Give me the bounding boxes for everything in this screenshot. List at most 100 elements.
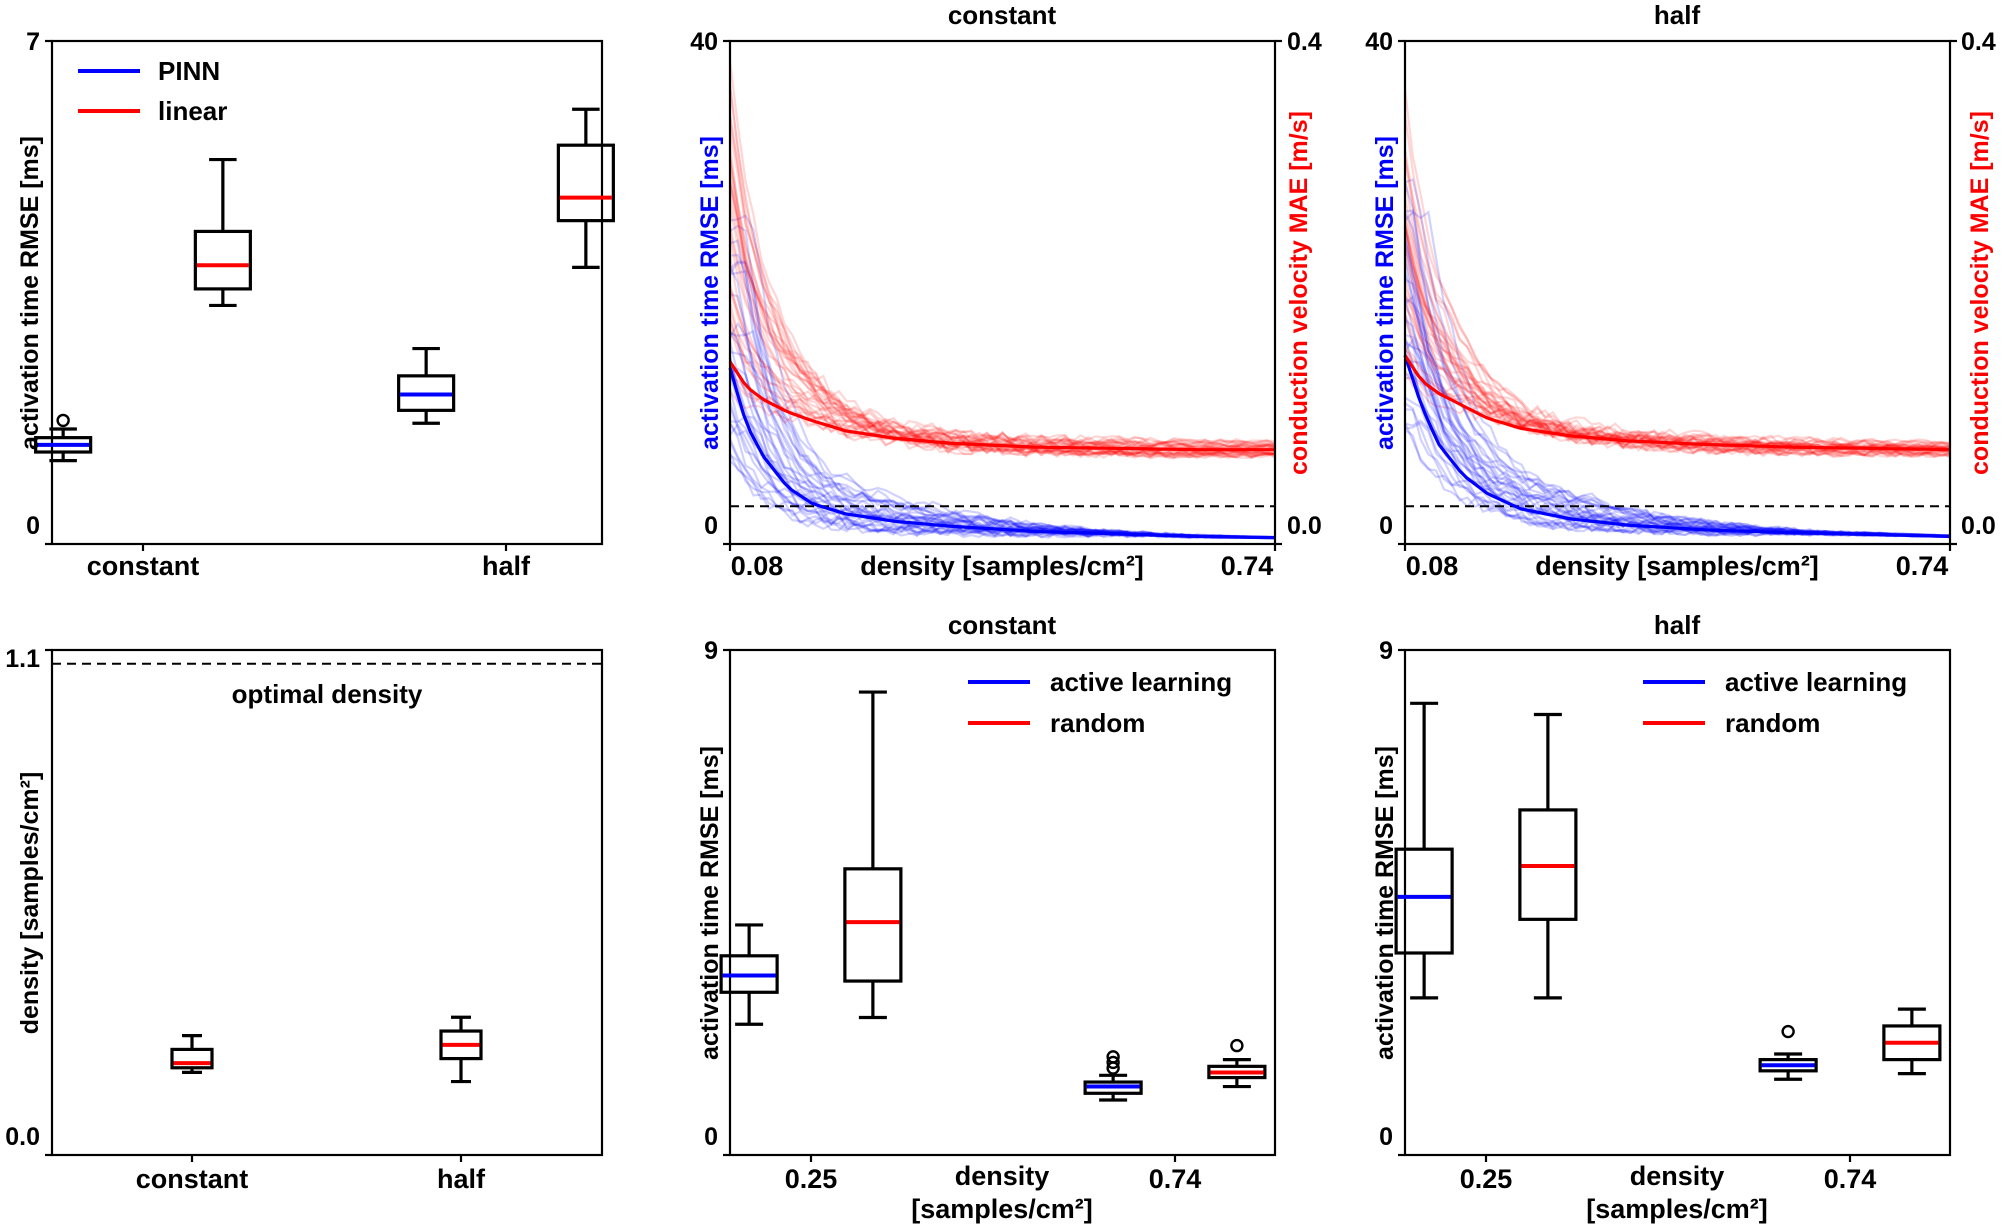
box-marks xyxy=(34,107,615,463)
run-line-activation-time xyxy=(1403,256,1951,537)
panel-top-right: half 40 0 0.4 0.0 0.08 0.74 density [sam… xyxy=(1365,0,1996,581)
legend-label-active-learning: active learning xyxy=(1725,667,1907,697)
run-line-conduction-velocity xyxy=(728,225,1276,458)
box-body xyxy=(1882,1024,1942,1062)
run-line-conduction-velocity xyxy=(1403,159,1951,447)
box-body xyxy=(397,374,456,412)
box-3 xyxy=(1207,1038,1267,1089)
panel-top-left: 7 0 constant half activation time RMSE [… xyxy=(16,28,615,581)
axes-frame xyxy=(728,39,1277,546)
y-tick-label: 1.1 xyxy=(5,645,40,673)
x-axis-label: density [samples/cm²] xyxy=(1586,1161,1768,1224)
y-tick-label: 0 xyxy=(26,512,40,540)
run-line-conduction-velocity xyxy=(1403,212,1951,458)
run-line-conduction-velocity xyxy=(728,60,1276,460)
box-body xyxy=(1758,1058,1818,1073)
run-line-conduction-velocity xyxy=(729,390,1276,449)
run-line-conduction-velocity xyxy=(1404,348,1951,448)
box-3 xyxy=(1882,1007,1942,1076)
box-0 xyxy=(170,1034,214,1074)
series-line-activation-time-mean xyxy=(1403,354,1951,539)
panel-bottom-middle: constant 9 0 0.25 0.74 density [samples/… xyxy=(696,610,1277,1224)
run-line-conduction-velocity xyxy=(728,310,1276,459)
run-line-conduction-velocity xyxy=(728,256,1276,460)
y-axis-label: density [samples/cm²] xyxy=(16,772,44,1035)
x-axis-label-line2: [samples/cm²] xyxy=(1586,1194,1768,1224)
x-tick-label: 0.74 xyxy=(1149,1164,1202,1194)
run-line-conduction-velocity xyxy=(728,238,1276,450)
legend-label-active-learning: active learning xyxy=(1050,667,1232,697)
y-tick-label: 9 xyxy=(1379,637,1393,665)
run-line-conduction-velocity xyxy=(728,161,1276,452)
box-0 xyxy=(719,923,779,1026)
box-marks xyxy=(1394,701,1942,1081)
box-2 xyxy=(1758,1024,1818,1081)
run-line-conduction-velocity xyxy=(729,364,1276,450)
x-tick-label: constant xyxy=(136,1164,249,1194)
series-line-conduction-velocity-mean xyxy=(1403,354,1951,452)
run-line-activation-time xyxy=(1404,209,1951,537)
x-tick-label: 0.25 xyxy=(1460,1164,1513,1194)
x-tick-label: 0.74 xyxy=(1896,551,1949,581)
y-tick-label-right: 0.4 xyxy=(1961,28,1996,56)
legend-label-pinn: PINN xyxy=(158,56,220,86)
run-line-conduction-velocity xyxy=(728,155,1276,452)
panel-title: constant xyxy=(948,0,1057,30)
y-tick-label-left: 40 xyxy=(1365,28,1393,56)
run-line-conduction-velocity xyxy=(1403,148,1951,446)
legend: PINN linear xyxy=(78,56,227,126)
box-flier xyxy=(1781,1024,1795,1039)
y-axis-label: activation time RMSE [ms] xyxy=(696,746,724,1060)
run-line-conduction-velocity xyxy=(1403,286,1951,452)
run-line-conduction-velocity xyxy=(1403,223,1951,459)
run-line-conduction-velocity xyxy=(728,129,1276,446)
panel-bottom-left: optimal density 1.1 0.0 constant half de… xyxy=(5,645,604,1194)
box-body xyxy=(1394,847,1454,955)
legend-label-random: random xyxy=(1050,708,1145,738)
x-axis-label: density [samples/cm²] xyxy=(911,1161,1093,1224)
y-axis-label-left: activation time RMSE [ms] xyxy=(1371,136,1399,450)
panel-title: half xyxy=(1654,0,1701,30)
run-line-conduction-velocity xyxy=(1404,377,1951,446)
y-tick-label: 7 xyxy=(26,28,40,56)
box-body xyxy=(170,1047,214,1070)
x-axis-label-line1: density xyxy=(1630,1161,1725,1191)
box-body xyxy=(1207,1064,1267,1080)
axes-frame xyxy=(50,39,604,546)
panel-title: constant xyxy=(948,610,1057,640)
panel-bottom-right: half 9 0 0.25 0.74 density [samples/cm²]… xyxy=(1371,610,1952,1224)
x-axis-label: density [samples/cm²] xyxy=(860,551,1144,581)
run-line-conduction-velocity xyxy=(1403,225,1951,458)
run-line-conduction-velocity xyxy=(728,183,1276,447)
run-line-conduction-velocity xyxy=(728,85,1276,460)
run-line-conduction-velocity xyxy=(728,206,1276,448)
box-flier xyxy=(56,413,70,428)
box-flier xyxy=(1230,1038,1244,1053)
series-line-activation-time-mean xyxy=(728,367,1276,540)
box-1 xyxy=(1518,712,1578,1000)
axes-frame xyxy=(1403,648,1952,1157)
axes-frame xyxy=(728,648,1277,1157)
x-tick-label: 0.08 xyxy=(1406,551,1459,581)
run-line-conduction-velocity xyxy=(728,287,1276,448)
box-body xyxy=(843,867,903,983)
legend: active learning random xyxy=(1643,667,1907,738)
x-tick-label: 0.08 xyxy=(731,551,784,581)
axes-frame xyxy=(50,648,604,1157)
run-line-conduction-velocity xyxy=(1403,258,1951,456)
y-tick-label-left: 0 xyxy=(704,512,718,540)
box-body xyxy=(556,143,615,223)
line-marks xyxy=(728,60,1276,540)
legend-label-random: random xyxy=(1725,708,1820,738)
y-tick-label-right: 0.4 xyxy=(1287,28,1322,56)
y-tick-label: 0 xyxy=(1379,1123,1393,1151)
box-1 xyxy=(843,690,903,1020)
run-line-conduction-velocity xyxy=(1403,312,1951,451)
box-2 xyxy=(397,346,456,425)
box-body xyxy=(193,229,252,291)
y-axis-label-right: conduction velocity MAE [m/s] xyxy=(1966,111,1994,475)
x-tick-label: 0.25 xyxy=(785,1164,838,1194)
y-tick-label: 0.0 xyxy=(5,1123,40,1151)
box-0 xyxy=(34,413,93,463)
run-line-conduction-velocity xyxy=(1403,226,1951,458)
